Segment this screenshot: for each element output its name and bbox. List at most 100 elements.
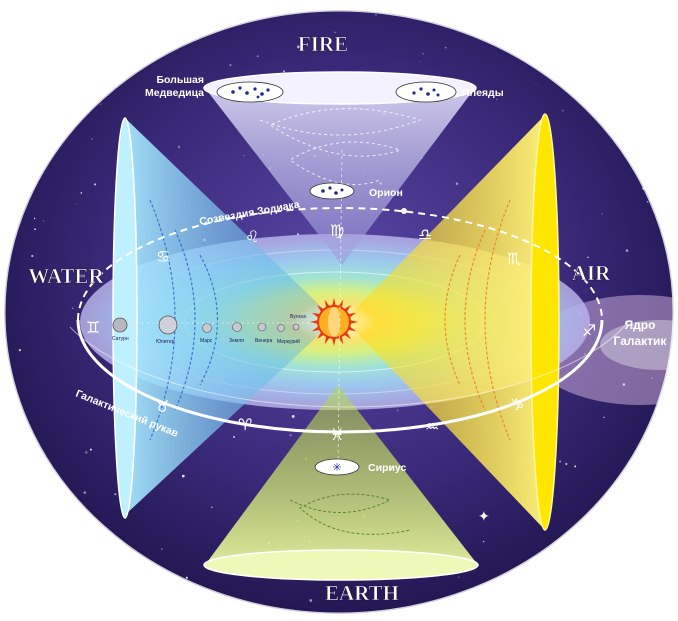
star	[80, 192, 83, 194]
star	[238, 217, 239, 218]
label-ursa-major-2: Медведица	[145, 87, 204, 99]
pisces-icon: ♓	[330, 425, 344, 444]
pleiades-marker	[395, 81, 457, 103]
star	[663, 3, 664, 4]
star	[535, 14, 538, 17]
star	[15, 212, 18, 215]
label-galactic-core-1: Ядро	[625, 318, 656, 332]
star	[94, 183, 97, 186]
label-pleiades: Плеяды	[462, 87, 504, 99]
star	[622, 383, 626, 386]
star	[223, 16, 225, 18]
star	[75, 203, 77, 205]
planet-venus	[257, 322, 267, 332]
label-saturn: Сатурн	[112, 336, 129, 342]
sirius-marker: ✳	[314, 458, 360, 476]
taurus-icon: ♉	[155, 397, 169, 416]
star	[601, 213, 603, 215]
star	[419, 61, 421, 63]
star	[153, 586, 155, 588]
sun-icon	[294, 298, 374, 346]
star	[37, 158, 40, 161]
star	[646, 200, 649, 203]
star	[84, 451, 88, 454]
star	[560, 610, 564, 613]
star	[100, 103, 102, 105]
bright-stars: ✦	[401, 208, 490, 524]
star	[587, 256, 589, 258]
star	[89, 448, 92, 451]
star	[64, 130, 67, 134]
star	[627, 533, 630, 536]
label-air: AIR	[572, 261, 611, 285]
star	[91, 138, 94, 140]
star	[565, 462, 568, 466]
star	[229, 63, 232, 67]
virgo-icon: ♍	[330, 221, 344, 240]
scorpio-icon: ♏	[507, 249, 521, 268]
star	[455, 182, 459, 185]
star	[42, 220, 45, 222]
star	[660, 109, 662, 111]
label-earth: Земля	[229, 338, 244, 344]
star	[0, 302, 1, 304]
sparkle-icon: ✦	[478, 508, 490, 524]
zodiac-signs: ♌ ♍ ♎ ♋ ♏ ♊ ♐ ♉ ♑ ♈ ♓ ♒	[86, 221, 596, 444]
star	[80, 274, 84, 278]
star	[180, 593, 182, 595]
star	[297, 233, 299, 236]
star	[114, 493, 117, 496]
orion-marker	[309, 182, 355, 200]
libra-icon: ♎	[418, 225, 432, 244]
star	[15, 94, 18, 98]
label-galactic-core-2: Галактик	[614, 334, 668, 348]
star	[426, 229, 429, 231]
star	[396, 409, 399, 412]
star	[605, 352, 607, 354]
star	[283, 70, 286, 73]
star	[291, 414, 295, 418]
sagittarius-icon: ♐	[582, 321, 596, 340]
star	[653, 494, 657, 498]
star	[8, 151, 10, 153]
star	[559, 460, 562, 463]
star	[79, 523, 83, 527]
label-orion: Орион	[369, 187, 403, 199]
star	[112, 0, 115, 3]
cancer-icon: ♋	[156, 247, 170, 266]
label-water: WATER	[28, 264, 104, 288]
planet-earth	[232, 322, 242, 332]
star	[233, 436, 236, 438]
star	[444, 46, 447, 49]
star	[181, 474, 185, 478]
star	[162, 588, 164, 590]
sun-ray	[331, 336, 337, 346]
star	[422, 52, 424, 55]
star	[118, 29, 121, 33]
star	[68, 280, 72, 283]
star	[27, 487, 31, 491]
gemini-icon: ♊	[86, 318, 100, 337]
planet-saturn	[112, 317, 128, 333]
star	[90, 7, 92, 9]
star	[643, 469, 645, 471]
star	[34, 228, 36, 231]
star	[297, 45, 300, 49]
star	[458, 576, 460, 578]
star	[600, 587, 603, 590]
star	[210, 506, 213, 509]
star	[31, 254, 34, 258]
svg-text:✳: ✳	[332, 462, 341, 474]
label-mercury: Меркурий	[277, 338, 300, 345]
constellation-markers: ✳	[216, 81, 457, 476]
star	[453, 1, 454, 2]
star	[625, 249, 629, 252]
label-earth: EARTH	[325, 581, 399, 605]
aquarius-icon: ♒	[425, 417, 439, 436]
star	[12, 191, 15, 194]
star	[535, 84, 537, 86]
star	[83, 491, 87, 494]
star	[51, 546, 53, 548]
